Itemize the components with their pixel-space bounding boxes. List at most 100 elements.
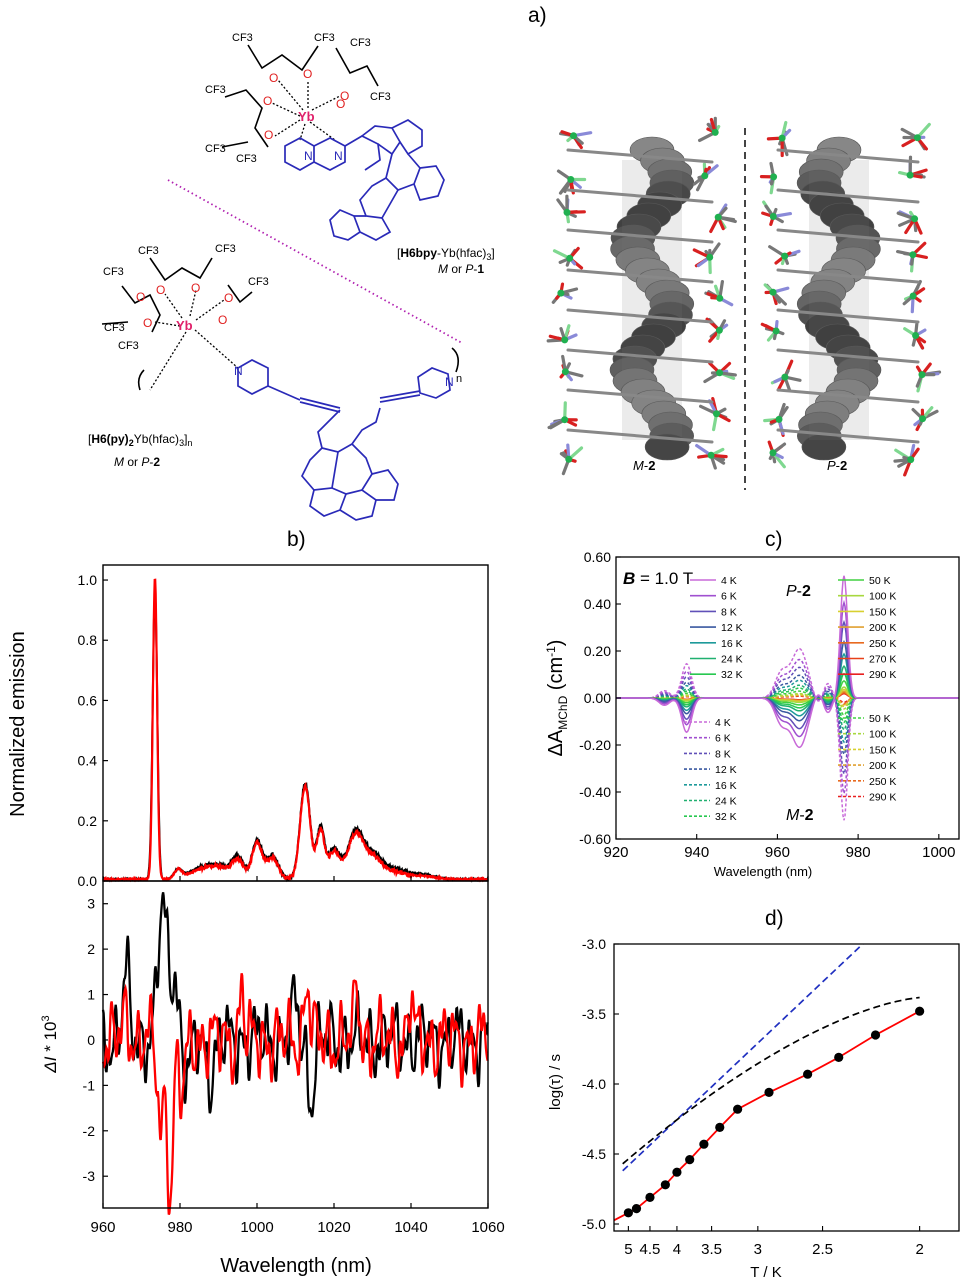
c-legend-solid-label: 4 K [721,575,737,587]
b-top-ytick-label: 0.8 [78,632,98,648]
yb-atom [913,134,921,142]
d-data-point [685,1155,695,1165]
helix-core [622,160,682,440]
svg-text:O: O [218,313,227,327]
d-data-point [733,1104,743,1114]
yb-atom [561,336,569,344]
b-bottom-ytick-label: -3 [83,1168,96,1184]
d-xtick-label: 4.5 [640,1241,661,1258]
d-data-point [660,1180,670,1190]
c-legend-dashed-label: 32 K [715,811,737,823]
b-bottom-xtick-label: 1060 [471,1219,504,1236]
yb-atom [566,254,574,262]
hfac-ligands-1 [221,44,379,148]
yb-atom [909,251,917,259]
yb-atom [714,213,722,221]
c-legend-solid-label: 200 K [869,622,896,634]
b-bottom-ytick-label: -2 [83,1123,96,1139]
svg-text:CF3: CF3 [248,276,269,288]
divider-dotted [167,179,463,344]
c-legend-solid-label: 8 K [721,606,737,618]
linker-bond [776,148,920,164]
c-ytick-label: 0.20 [584,643,611,659]
d-series [614,944,925,1222]
crystal-label-p2: P-2 [827,458,847,473]
d-ylabel: log(τ) / s [547,1054,564,1110]
svg-text:O: O [269,71,278,85]
svg-text:N: N [234,364,243,378]
linker-bond [776,268,920,284]
linker-bond [776,388,920,404]
d-xtick-label: 5 [624,1241,632,1258]
c-ytick-label: 0.00 [584,690,611,706]
b-bottom-ytick-label: 1 [87,987,95,1003]
framework-m2 [546,116,737,476]
svg-text:CF3: CF3 [370,91,391,103]
d-ytick-label: -3.5 [582,1006,606,1022]
c-xtick-label: 940 [684,844,709,861]
d-xtick-label: 2.5 [812,1241,833,1258]
svg-text:CF3: CF3 [215,243,236,255]
d-data-point [672,1167,682,1177]
linker-bond [566,308,714,324]
c-series [616,575,959,821]
c-legend-solid-label: 150 K [869,606,896,618]
c-xtick-label: 920 [603,844,628,861]
svg-text:CF3: CF3 [118,340,139,352]
c-legend-dashed-label: 100 K [869,729,896,741]
h6bpy-ligand [284,119,445,241]
polymer-bracket-right [451,347,460,373]
yb-atom [775,415,783,423]
panel-label-b: b) [287,528,306,551]
svg-text:M or P-1: M or P-1 [438,262,484,276]
b-bottom-ylabel: ΔI * 103 [40,1015,60,1073]
linker-bond [776,228,920,244]
yb-atom [570,132,577,140]
linker-bond [566,428,714,444]
b-bottom-series-line [101,892,489,1118]
panel-label-d: d) [765,907,784,930]
d-ytick-label: -4.5 [582,1146,606,1162]
b-bottom-xlabel: Wavelength (nm) [220,1255,372,1277]
h6py2-ligand [237,359,451,521]
yb-atom [561,416,569,424]
panel-label-c: c) [765,528,783,551]
metal-yb-1: Yb [298,109,315,124]
c-legend-dashed-label: 250 K [869,776,896,788]
c-ytick-label: 0.40 [584,596,611,612]
d-ytick-label: -5.0 [582,1216,606,1232]
hfac-ligands-2 [101,257,253,333]
yb-atom [769,288,777,296]
d-ytick-label: -3.0 [582,936,606,952]
c-legend-dashed-label: 12 K [715,764,737,776]
svg-text:M or P-2: M or P-2 [114,455,160,469]
c-legend-solid-label: 290 K [869,669,896,681]
c-annot-m2: M-2 [786,807,814,824]
c-xtick-label: 960 [765,844,790,861]
linker-bond [566,188,714,204]
c-y-ticks: -0.60 -0.40 -0.20 0.00 0.20 0.40 0.60 [579,549,621,847]
b-top-ylabel: Normalized emission [7,631,29,817]
yb-atom [711,128,719,136]
yb-atom [563,208,571,216]
svg-text:O: O [156,283,165,297]
yb-atom [906,171,914,179]
d-data-point [870,1030,881,1040]
svg-text:CF3: CF3 [314,32,335,44]
c-ylabel: ΔAMChD (cm-1) [544,640,570,757]
chemical-structure-2: O O O O O O CF3 CF3 CF3 CF3 CF3 CF3 Yb n [88,243,462,521]
panel-label-a: a) [528,4,547,27]
d-x-ticks: 5 4.5 4 3.5 3 2.5 2 [624,1226,924,1258]
b-bottom-xtick-label: 1040 [394,1219,427,1236]
chart-c: -0.60 -0.40 -0.20 0.00 0.20 0.40 0.60 920 940 96… [544,549,960,879]
svg-text:N: N [304,149,313,163]
svg-text:O: O [263,94,272,108]
yb-atom [769,213,777,220]
b-top-y-ticks: 0.0 0.2 0.4 0.6 0.8 1.0 [78,572,489,889]
yb-atom [919,415,927,423]
b-bottom-ytick-label: 3 [87,896,95,912]
c-field-label: B = 1.0 T [623,569,693,588]
c-ytick-label: -0.60 [579,831,611,847]
yb-atom [909,292,917,300]
crystal-label-m2: M-2 [633,458,655,473]
